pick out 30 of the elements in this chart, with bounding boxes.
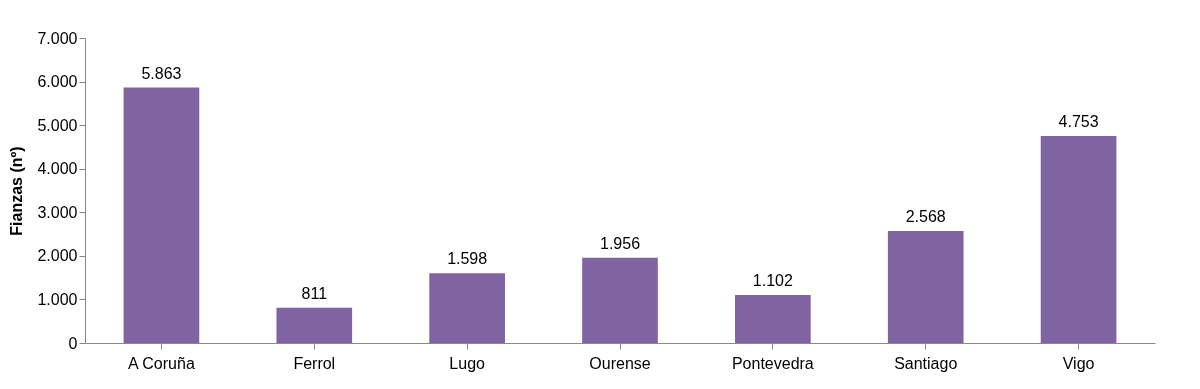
data-label: 811 [301,284,328,302]
y-tick-label: 5.000 [37,116,78,134]
data-label: 1.598 [447,250,488,268]
y-tick-label: 0 [68,334,78,352]
bar [276,307,353,343]
bar [429,273,505,343]
y-tick-label: 2.000 [37,247,78,265]
bar [123,87,200,343]
data-label: 5.863 [141,64,182,82]
bar [582,257,658,343]
y-tick-label: 6.000 [37,73,78,91]
x-tick-label: Ourense [589,354,651,372]
y-tick-label: 3.000 [37,203,78,221]
y-tick-label: 1.000 [37,290,78,308]
x-tick-label: Ferrol [293,354,336,372]
y-axis-title: Fianzas (nº) [8,146,26,236]
x-tick-label: Vigo [1062,354,1095,372]
x-tick-label: Lugo [449,354,486,372]
data-label: 4.753 [1058,112,1099,130]
data-label: 2.568 [905,208,946,226]
bar [1040,135,1117,343]
bar [735,294,811,343]
bar [887,231,964,343]
data-label: 1.956 [599,234,641,252]
data-label: 1.102 [752,271,793,289]
x-tick-label: Santiago [894,354,958,372]
x-tick-label: A Coruña [128,354,195,372]
y-tick-label: 4.000 [37,160,78,178]
x-tick-label: Pontevedra [731,354,814,372]
y-tick-label: 7.000 [37,29,78,47]
